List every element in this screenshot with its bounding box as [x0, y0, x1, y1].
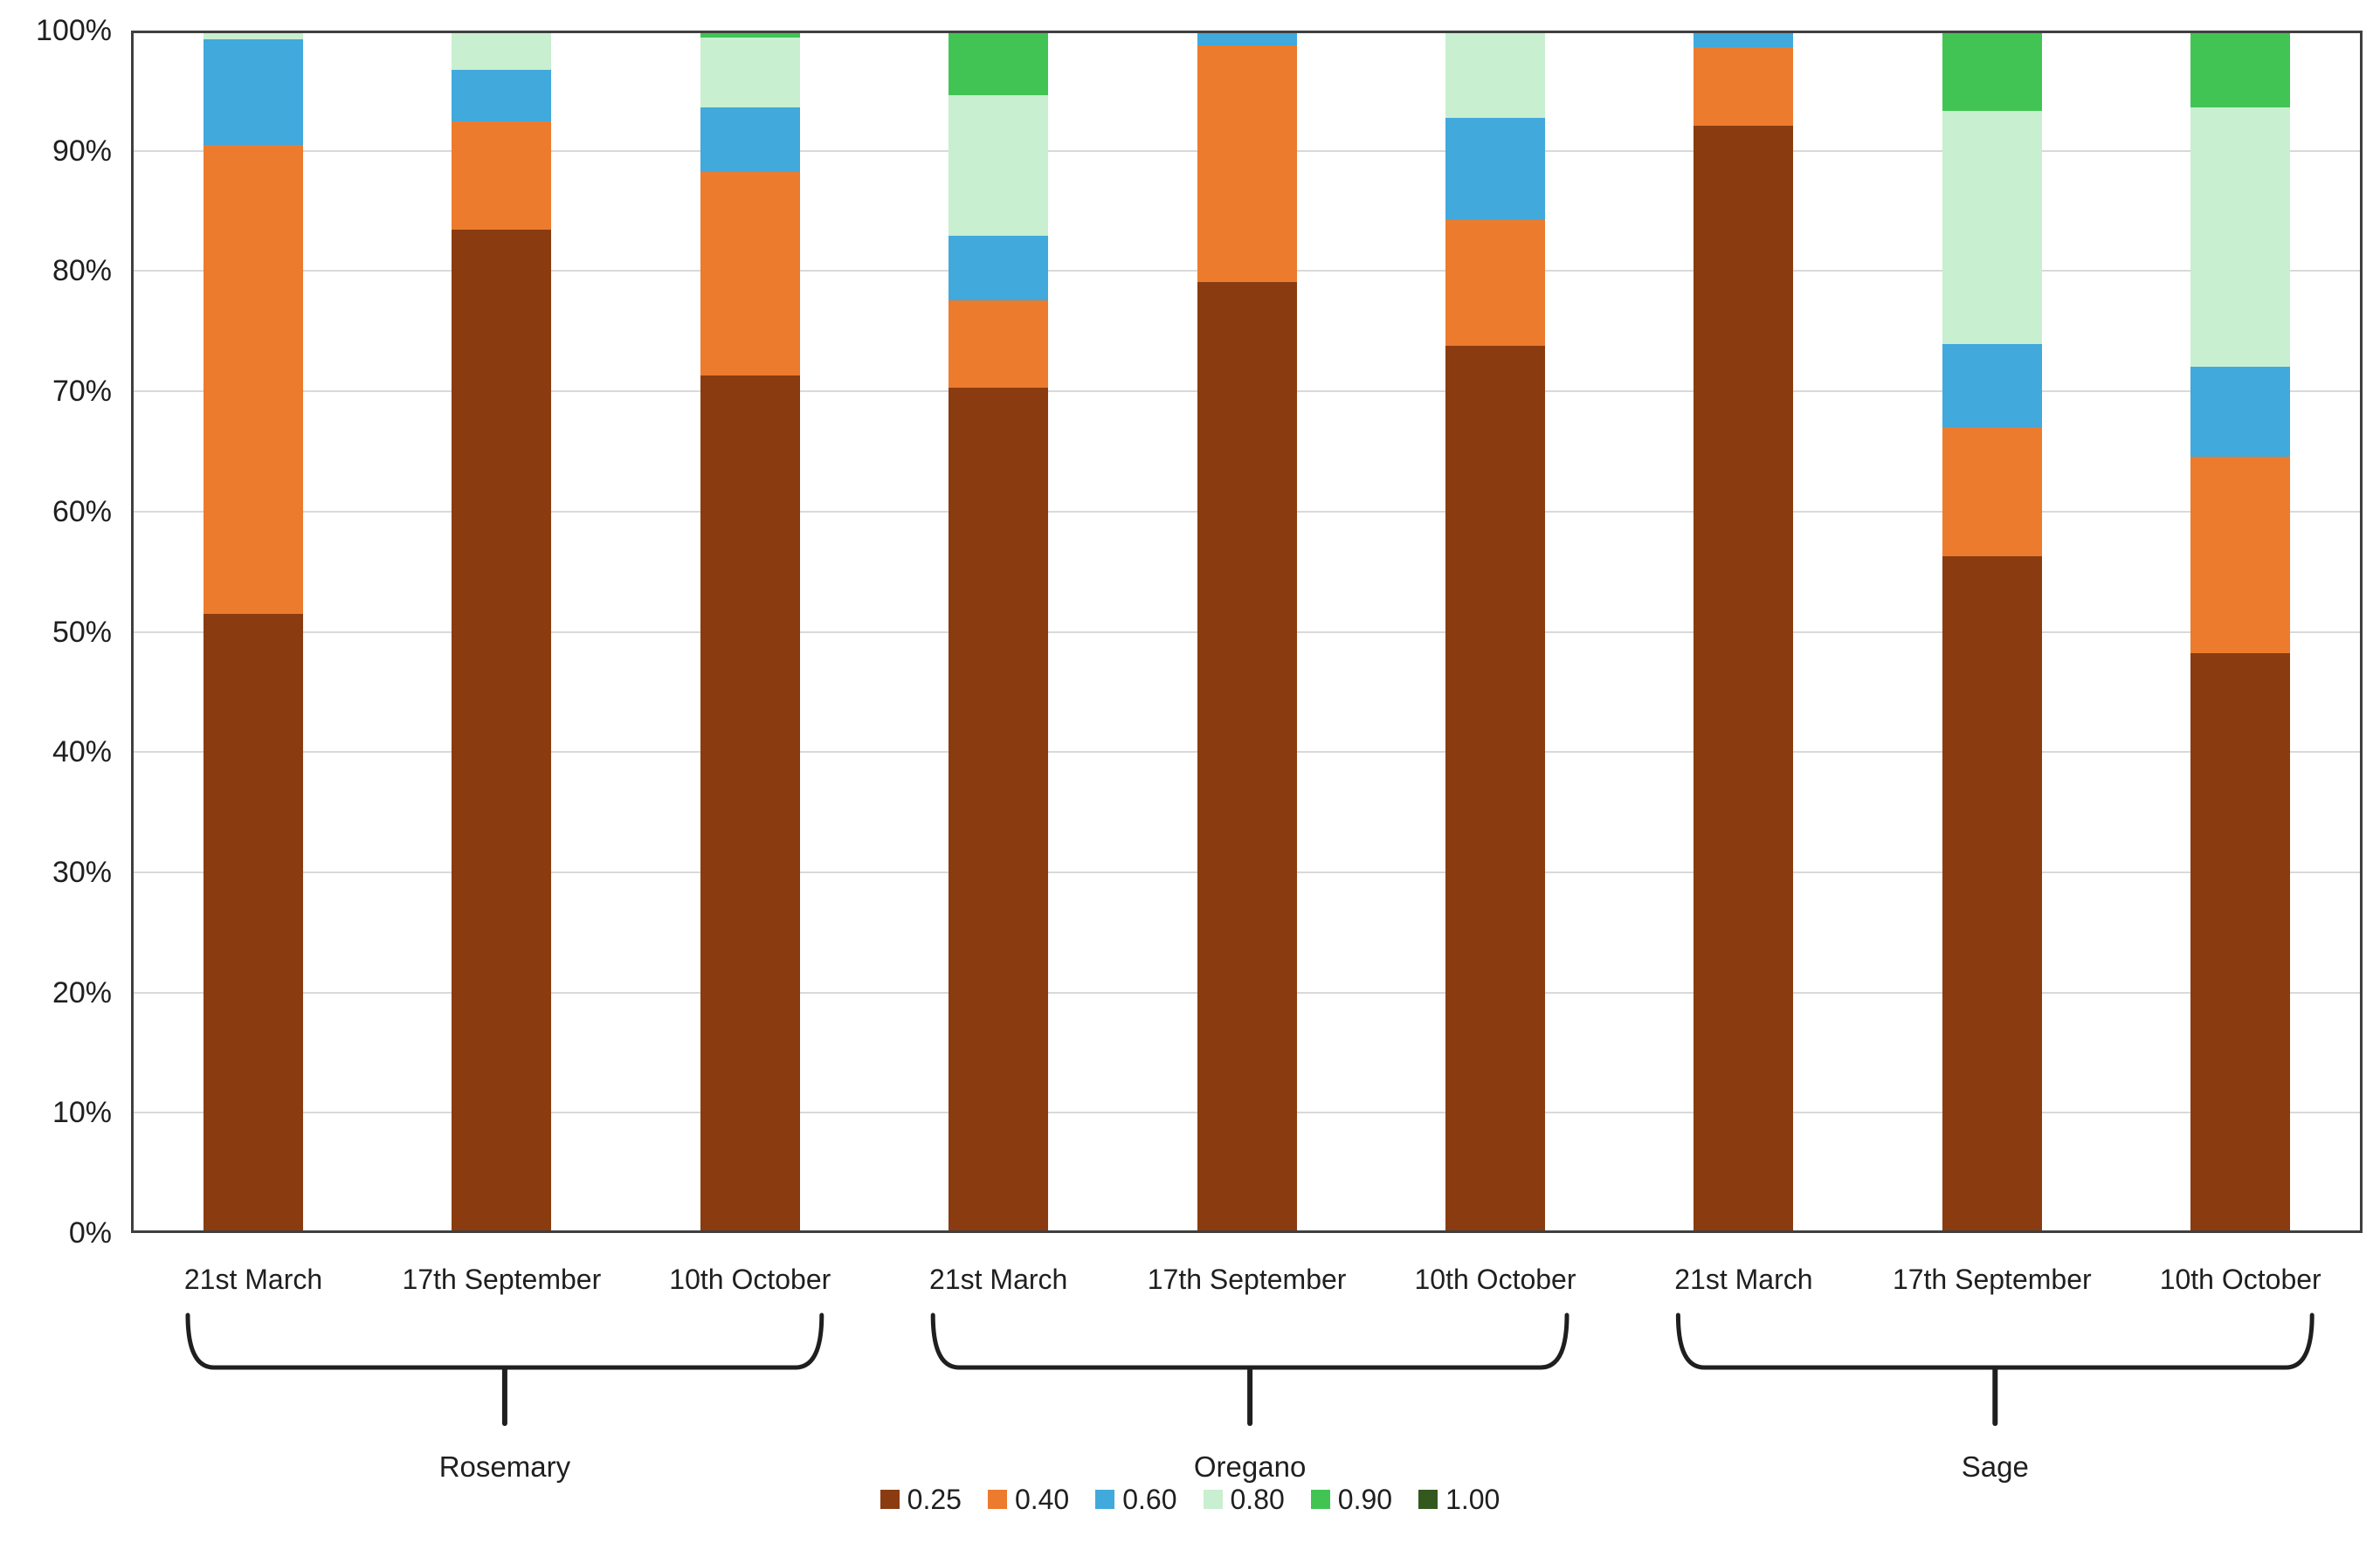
plot-area [131, 31, 2363, 1233]
x-axis-tick-label: 21st March [929, 1264, 1068, 1295]
bar-segment-0.60 [700, 107, 800, 173]
group-label: Oregano [1193, 1450, 1307, 1483]
y-axis-tick-label: 30% [52, 855, 112, 889]
bar-stack-2 [452, 32, 552, 1230]
bar-segment-0.25 [1445, 345, 1545, 1230]
y-axis-tick-label: 60% [52, 494, 112, 528]
y-axis-tick-label: 50% [52, 615, 112, 649]
x-axis-tick-label: 10th October [2159, 1264, 2321, 1295]
x-axis-tick-label: 21st March [183, 1264, 323, 1295]
bar-segment-0.40 [1942, 427, 2042, 557]
group-label: Sage [1961, 1450, 2029, 1483]
group-brackets [185, 1312, 2314, 1426]
bar-segment-0.80 [204, 33, 303, 39]
bar-segment-0.80 [452, 32, 552, 71]
y-axis-tick-label: 70% [52, 375, 112, 409]
bar-segment-0.25 [1942, 556, 2042, 1230]
legend-label: 0.80 [1230, 1484, 1285, 1515]
x-axis-tick-label: 17th September [1147, 1264, 1347, 1295]
bar-segment-0.90 [700, 33, 800, 38]
bar-segment-0.25 [2190, 653, 2291, 1230]
x-axis-tick-label: 17th September [402, 1264, 602, 1295]
bar-segment-0.40 [700, 172, 800, 376]
legend: 0.25 0.40 0.60 0.80 0.90 1.00 [0, 1485, 2380, 1514]
legend-item: 1.00 [1418, 1485, 1500, 1514]
bar-segment-0.40 [204, 144, 303, 614]
x-axis-tick-label: 10th October [1414, 1264, 1576, 1295]
bar-segment-0.60 [452, 70, 552, 122]
bar-segment-0.25 [949, 387, 1049, 1230]
bar-segment-0.40 [452, 121, 552, 230]
bar-stack-9 [2190, 32, 2291, 1230]
bar-segment-0.60 [2190, 367, 2291, 458]
y-axis-tick-label: 40% [52, 735, 112, 769]
x-axis-tick-label: 21st March [1674, 1264, 1813, 1295]
bar-segment-0.60 [204, 38, 303, 145]
bar-segment-0.80 [949, 95, 1049, 236]
y-axis-tick-label: 100% [36, 14, 112, 47]
bar-segment-0.25 [1197, 282, 1297, 1230]
bar-segment-0.90 [949, 33, 1049, 96]
bar-segment-0.40 [1197, 45, 1297, 283]
bar-stack-7 [1694, 33, 1794, 1230]
bar-segment-0.40 [1694, 47, 1794, 126]
legend-item: 0.90 [1310, 1484, 1393, 1515]
group-bracket [930, 1312, 1569, 1370]
legend-label: 0.40 [1014, 1484, 1070, 1515]
group-label: Rosemary [438, 1450, 571, 1483]
legend-swatch [987, 1490, 1007, 1509]
y-axis-tick-label: 0% [68, 1216, 112, 1250]
y-axis-tick-label: 90% [52, 134, 112, 168]
bar-segment-0.80 [1942, 111, 2042, 345]
y-axis-tick-label: 10% [52, 1096, 112, 1130]
bar-stack-3 [700, 33, 800, 1230]
legend-item: 0.40 [987, 1484, 1070, 1515]
bar-segment-0.80 [1445, 32, 1545, 119]
legend-item: 0.25 [880, 1485, 962, 1514]
bar-stack-6 [1445, 32, 1545, 1230]
bar-segment-0.80 [2190, 107, 2291, 368]
bar-segment-0.40 [949, 300, 1049, 388]
legend-label: 0.90 [1337, 1484, 1393, 1515]
bar-stack-8 [1942, 33, 2042, 1230]
group-bracket [185, 1312, 824, 1370]
bar-segment-0.25 [452, 229, 552, 1230]
legend-label: 0.25 [907, 1484, 962, 1515]
legend-item: 0.80 [1203, 1484, 1285, 1515]
x-axis-tick-label: 10th October [669, 1264, 831, 1295]
legend-swatch [1203, 1490, 1223, 1509]
bar-segment-0.40 [2190, 457, 2291, 654]
legend-label: 1.00 [1445, 1484, 1500, 1515]
legend-swatch [880, 1490, 900, 1509]
bar-stack-4 [949, 33, 1049, 1230]
bar-segment-0.60 [1445, 118, 1545, 220]
bar-stack-1 [204, 33, 303, 1230]
y-axis-tick-label: 20% [52, 975, 112, 1009]
bar-segment-0.40 [1445, 219, 1545, 346]
bar-segment-0.90 [1942, 33, 2042, 112]
bar-segment-0.60 [949, 235, 1049, 300]
bar-segment-0.60 [1694, 33, 1794, 48]
legend-label: 0.60 [1122, 1484, 1177, 1515]
legend-item: 0.60 [1095, 1484, 1177, 1515]
bar-segment-0.25 [700, 375, 800, 1230]
legend-swatch [1310, 1490, 1330, 1509]
bar-segment-0.60 [1197, 33, 1297, 45]
bar-stack-5 [1197, 33, 1297, 1230]
bar-segment-0.80 [700, 38, 800, 107]
bar-segment-0.90 [2190, 32, 2291, 107]
legend-swatch [1418, 1490, 1438, 1509]
bar-segment-0.25 [204, 613, 303, 1230]
x-axis-tick-label: 17th September [1892, 1264, 2092, 1295]
y-axis-tick-label: 80% [52, 254, 112, 288]
legend-swatch [1095, 1490, 1115, 1509]
bar-segment-0.60 [1942, 344, 2042, 428]
bar-segment-0.25 [1694, 125, 1794, 1230]
group-bracket [1675, 1312, 2314, 1370]
